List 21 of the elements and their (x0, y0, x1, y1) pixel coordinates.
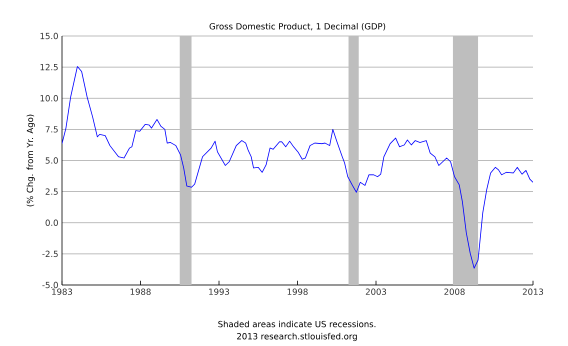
y-tick-label: 12.5 (40, 64, 58, 70)
y-axis-title: (% Chg. from Yr. Ago) (26, 114, 35, 206)
x-tick-label: 2003 (366, 288, 386, 295)
x-tick-label: 2013 (522, 288, 544, 295)
x-tick-label: 1998 (288, 288, 308, 295)
y-tick-label: -5.0 (42, 282, 58, 288)
text: 2013 research.stlouisfed.org (237, 332, 357, 342)
y-tick-label: 7.5 (46, 126, 58, 133)
y-tick-label: 10.0 (40, 95, 58, 102)
x-tick-label: 1983 (52, 288, 72, 295)
x-tick-label: 1993 (209, 288, 230, 295)
y-tick-label: -2.5 (42, 250, 58, 258)
line-series (62, 66, 534, 269)
chart-title: Gross Domestic Product, 1 Decimal (GDP) (210, 22, 386, 30)
y-tick-label: 0.0 (46, 220, 58, 226)
x-tick-label: 1988 (130, 288, 151, 295)
y-tick-label: 2.5 (46, 188, 58, 195)
y-tick-label: 15.0 (40, 32, 58, 40)
x-tick-label: 2008 (444, 288, 465, 295)
y-tick-label: 5.0 (46, 157, 58, 164)
text: Shaded areas indicate US recessions. (218, 320, 376, 328)
